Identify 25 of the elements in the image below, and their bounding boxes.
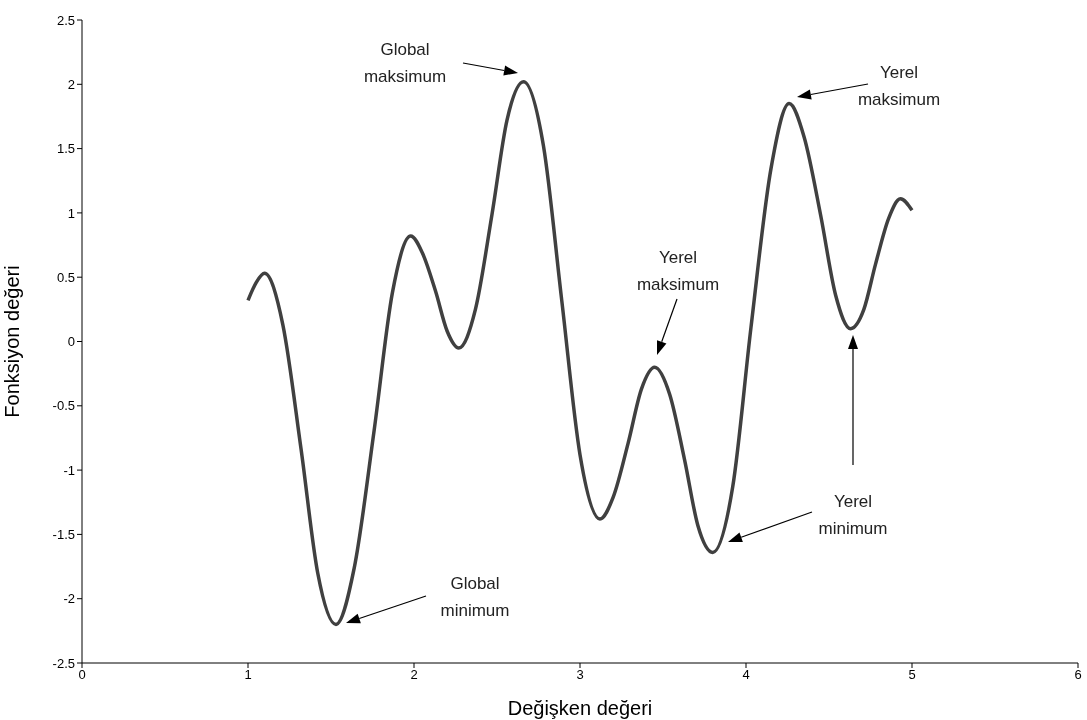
annotation: Yerel maksimum: [857, 63, 941, 109]
y-tick-label: 1.5: [56, 141, 75, 157]
x-tick-label: 0: [78, 667, 86, 683]
y-tick-label: -0.5: [52, 398, 75, 414]
y-tick-label: 2: [67, 76, 75, 92]
x-tick-label: 4: [742, 667, 750, 683]
x-tick-label: 1: [244, 667, 252, 683]
annotation: Global minimum: [440, 574, 510, 620]
x-tick-label: 2: [410, 667, 418, 683]
x-tick-label: 3: [576, 667, 584, 683]
y-tick-label: -2.5: [52, 655, 75, 671]
x-tick-label: 5: [908, 667, 916, 683]
y-tick-label: 0: [67, 334, 75, 350]
x-axis-title: Değişken değeri: [507, 697, 653, 719]
y-tick-label: 2.5: [56, 12, 75, 28]
annotation: Global maksimum: [363, 40, 447, 86]
y-axis-title: Fonksiyon değeri: [1, 265, 24, 418]
annotation: Yerel maksimum: [636, 248, 720, 294]
y-tick-label: -1: [63, 462, 75, 478]
y-tick-label: -1.5: [52, 527, 75, 543]
y-tick-label: 0.5: [56, 269, 75, 285]
y-tick-label: -2: [63, 591, 75, 607]
annotation: Yerel minimum: [818, 492, 888, 538]
x-tick-label: 6: [1074, 667, 1082, 683]
y-tick-label: 1: [67, 205, 75, 221]
